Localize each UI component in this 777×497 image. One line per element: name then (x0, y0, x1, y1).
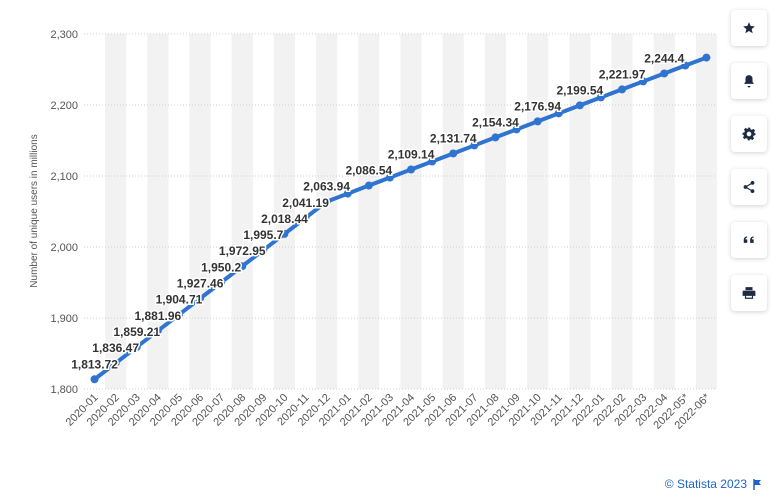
band (273, 34, 295, 389)
data-label: 1,927.46 (177, 277, 224, 291)
band (400, 34, 422, 389)
data-label: 1,836.47 (92, 341, 139, 355)
y-tick-label: 1,900 (50, 313, 78, 325)
data-point (343, 189, 352, 198)
star-icon (743, 22, 755, 34)
settings-button[interactable] (731, 116, 767, 152)
data-point (322, 197, 331, 206)
data-point (280, 229, 289, 238)
data-label: 2,131.74 (430, 131, 477, 145)
series-points (90, 53, 711, 384)
chart-gridlines (84, 33, 717, 390)
band (316, 34, 338, 389)
data-label: 1,950.2 (201, 260, 241, 274)
data-label: 1,813.72 (71, 357, 118, 371)
data-point (512, 125, 521, 134)
y-tick-label: 2,300 (50, 29, 78, 41)
band (231, 34, 253, 389)
data-label: 2,086.54 (345, 164, 392, 178)
data-label: 2,018.44 (261, 212, 308, 226)
data-point (554, 109, 563, 118)
data-point (702, 53, 711, 62)
data-label: 1,904.71 (156, 293, 203, 307)
data-point (618, 85, 627, 94)
data-point (174, 310, 183, 319)
data-point (533, 117, 542, 126)
data-point (301, 213, 310, 222)
band (147, 34, 169, 389)
data-point (259, 246, 268, 255)
data-point (132, 342, 141, 351)
y-axis-label: Number of unique users in millions (29, 134, 40, 287)
data-label: 2,199.54 (556, 83, 603, 97)
data-label: 2,154.34 (472, 115, 519, 129)
y-axis: 1,800 1,900 2,000 2,100 2,200 2,300 (50, 29, 78, 396)
share-button[interactable] (731, 169, 767, 205)
data-label: 1,881.96 (134, 309, 181, 323)
data-point (681, 61, 690, 70)
bell-icon (744, 75, 754, 88)
data-label: 1,859.21 (113, 325, 160, 339)
data-point (449, 149, 458, 158)
data-point (639, 77, 648, 86)
data-point (90, 375, 99, 384)
band (569, 34, 591, 389)
cite-button[interactable] (731, 222, 767, 258)
band (695, 34, 717, 389)
data-point (385, 173, 394, 182)
data-point (428, 157, 437, 166)
band (189, 34, 211, 389)
print-icon (742, 287, 756, 299)
favorite-button[interactable] (731, 10, 767, 46)
data-label: 2,221.97 (599, 67, 646, 81)
data-label: 2,176.94 (514, 99, 561, 113)
band (611, 34, 633, 389)
data-labels: 1,813.72 1,836.47 1,859.21 1,881.96 1,904.71… (70, 50, 686, 373)
data-point (491, 133, 500, 142)
quote-icon (743, 236, 754, 243)
band (527, 34, 549, 389)
data-label: 2,063.94 (303, 180, 350, 194)
data-label: 2,109.14 (388, 148, 435, 162)
data-point (364, 181, 373, 190)
credit-link[interactable]: © Statista 2023 (664, 477, 747, 491)
data-point (470, 141, 479, 150)
notification-button[interactable] (731, 63, 767, 99)
data-label: 2,041.19 (282, 196, 329, 210)
data-point (238, 262, 247, 271)
y-tick-label: 2,200 (50, 100, 78, 112)
data-point (153, 326, 162, 335)
data-label: 1,995.7 (243, 228, 283, 242)
flag-icon[interactable] (753, 478, 762, 490)
print-button[interactable] (731, 275, 767, 311)
chart-background-bands (105, 34, 717, 389)
data-point (217, 278, 226, 287)
x-axis: 2020-012020-022020-032020-042020-052020-… (64, 391, 713, 432)
data-point (111, 359, 120, 368)
data-label: 2,244.4 (644, 51, 684, 65)
data-point (660, 69, 669, 78)
y-tick-label: 1,800 (50, 384, 78, 396)
statista-credit: © Statista 2023 (665, 477, 762, 491)
data-point (575, 101, 584, 110)
band (105, 34, 127, 389)
data-label: 1,972.95 (219, 244, 266, 258)
data-point (196, 294, 205, 303)
band (484, 34, 506, 389)
band (358, 34, 380, 389)
data-point (407, 165, 416, 174)
band (442, 34, 464, 389)
y-tick-label: 2,000 (50, 242, 78, 254)
band (653, 34, 675, 389)
y-tick-label: 2,100 (50, 171, 78, 183)
share-icon (743, 181, 755, 193)
chart-toolbar (731, 10, 767, 328)
data-point (596, 93, 605, 102)
gear-icon (742, 127, 756, 141)
